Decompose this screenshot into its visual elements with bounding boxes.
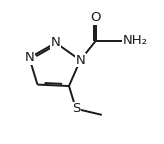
Text: N: N bbox=[24, 51, 34, 64]
Text: N: N bbox=[51, 36, 61, 49]
Text: NH₂: NH₂ bbox=[123, 34, 147, 47]
Text: N: N bbox=[75, 54, 85, 67]
Text: O: O bbox=[90, 11, 101, 24]
Text: S: S bbox=[72, 102, 80, 115]
